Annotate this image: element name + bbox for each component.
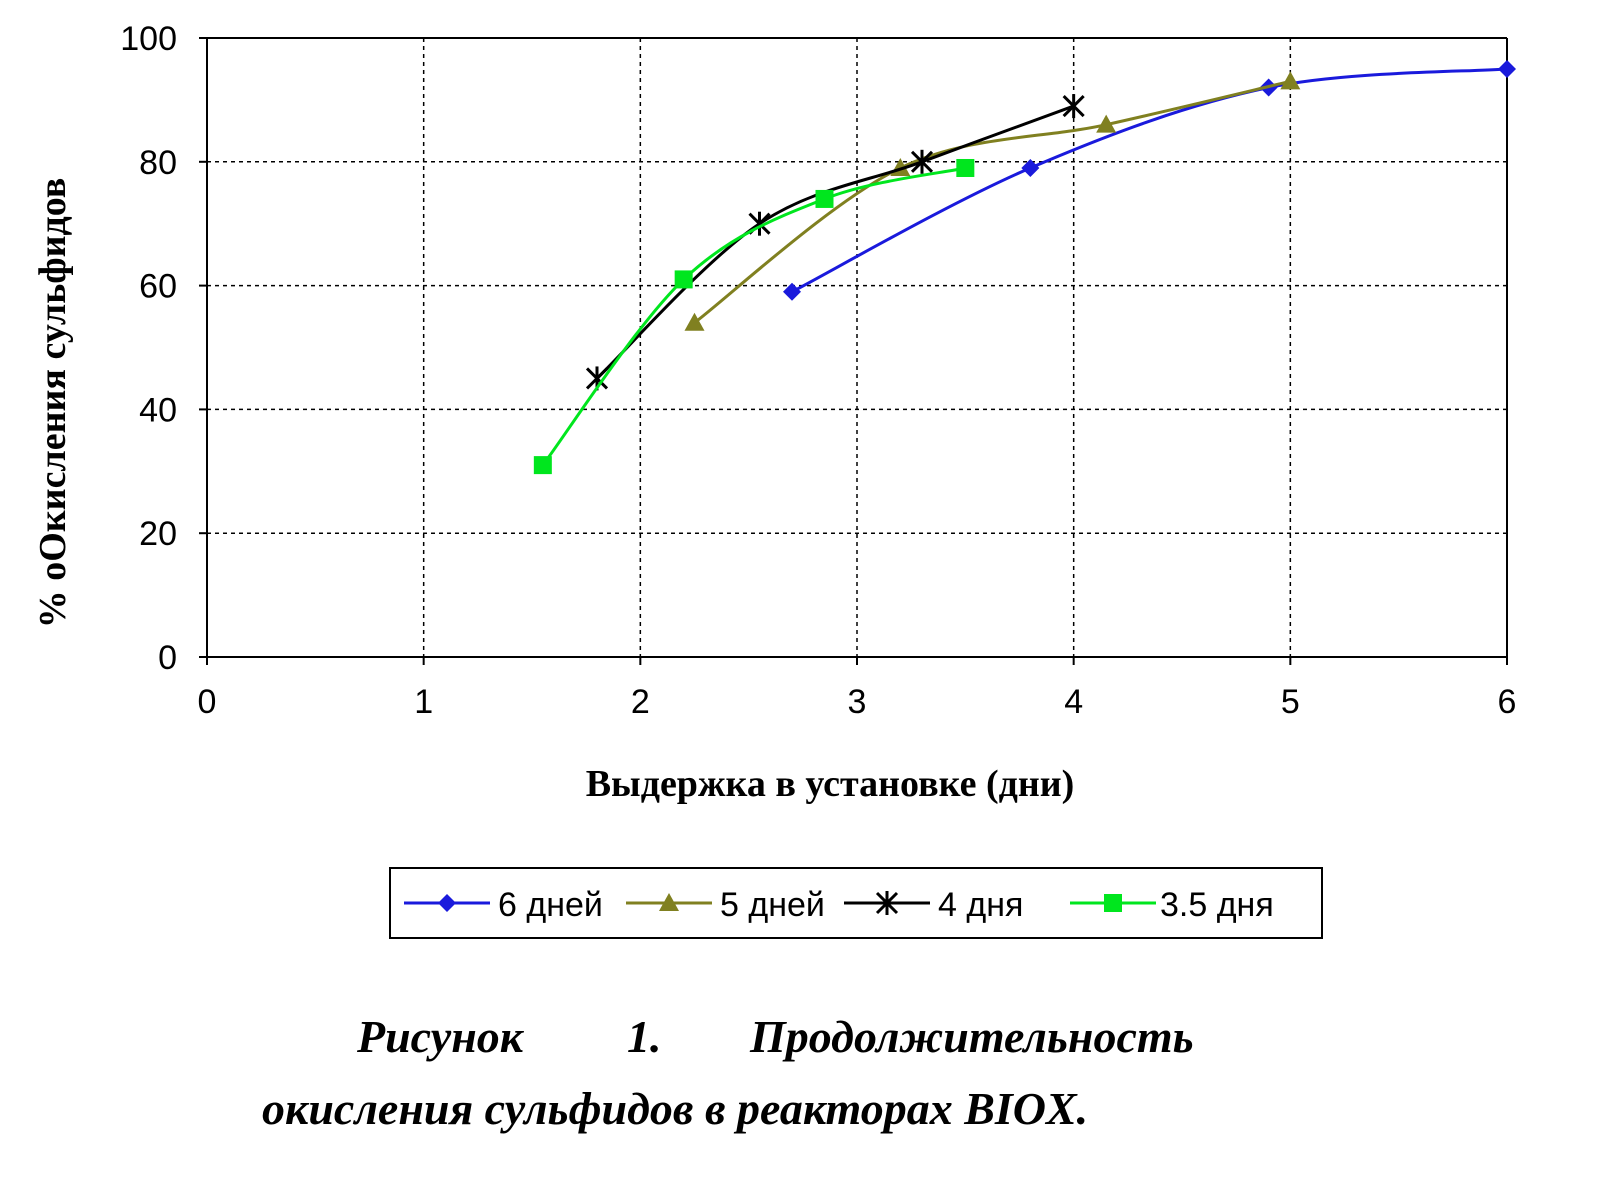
legend-label: 3.5 дня: [1160, 886, 1274, 924]
data-point: [1280, 71, 1301, 90]
legend-marker: [1104, 894, 1122, 912]
grid: [207, 38, 1507, 657]
y-tick-label: 20: [139, 515, 177, 553]
series-line: [595, 104, 1075, 380]
y-tick-label: 0: [158, 639, 177, 677]
series-line: [791, 67, 1508, 294]
caption-word: Продолжительность: [750, 1011, 1194, 1062]
legend-marker: [875, 891, 899, 915]
data-point: [910, 149, 934, 174]
data-point: [1498, 59, 1516, 78]
legend-marker: [438, 894, 456, 912]
series-line: [693, 79, 1291, 324]
y-tick-label: 40: [139, 391, 177, 429]
caption-word: Рисунок: [357, 1011, 524, 1062]
x-tick-label: 5: [1281, 683, 1300, 721]
caption-number: 1.: [627, 1011, 662, 1062]
series-2: [684, 71, 1301, 331]
x-tick-label: 2: [631, 683, 650, 721]
caption-text: окисления сульфидов в реакторах BIOX.: [262, 1083, 1089, 1134]
legend-marker: [659, 893, 679, 911]
data-point: [783, 282, 801, 301]
series-4: [533, 158, 975, 475]
legend-item: 6 дней: [404, 886, 603, 924]
x-axis-title: Выдержка в установке (дни): [586, 763, 1075, 805]
x-tick-label: 1: [414, 683, 433, 721]
series-line: [541, 166, 966, 467]
data-point: [956, 158, 975, 177]
y-tick-label: 100: [120, 20, 177, 58]
legend-label: 4 дня: [938, 886, 1023, 924]
data-point: [815, 189, 834, 208]
x-tick-label: 6: [1498, 683, 1517, 721]
legend-label: 6 дней: [498, 886, 603, 924]
y-tick-label: 80: [139, 144, 177, 182]
data-point: [1021, 158, 1040, 177]
series: [533, 59, 1516, 475]
data-point: [1062, 94, 1085, 119]
x-tick-label: 4: [1064, 683, 1083, 721]
data-point: [674, 270, 693, 289]
y-axis-title: % оОкисления сульфидов: [32, 178, 74, 629]
legend-item: 3.5 дня: [1070, 886, 1274, 924]
legend-item: 4 дня: [844, 886, 1023, 924]
x-tick-label: 0: [198, 683, 217, 721]
data-point: [533, 456, 552, 475]
legend-label: 5 дней: [720, 886, 825, 924]
legend-item: 5 дней: [626, 886, 825, 924]
y-tick-label: 60: [139, 268, 177, 306]
series-1: [783, 59, 1516, 301]
x-tick-label: 3: [848, 683, 867, 721]
data-point: [684, 312, 705, 331]
data-point: [1096, 114, 1117, 133]
legend: 6 дней 5 дней 4 дня 3.5 дня: [389, 867, 1323, 939]
axes: [199, 37, 1508, 665]
